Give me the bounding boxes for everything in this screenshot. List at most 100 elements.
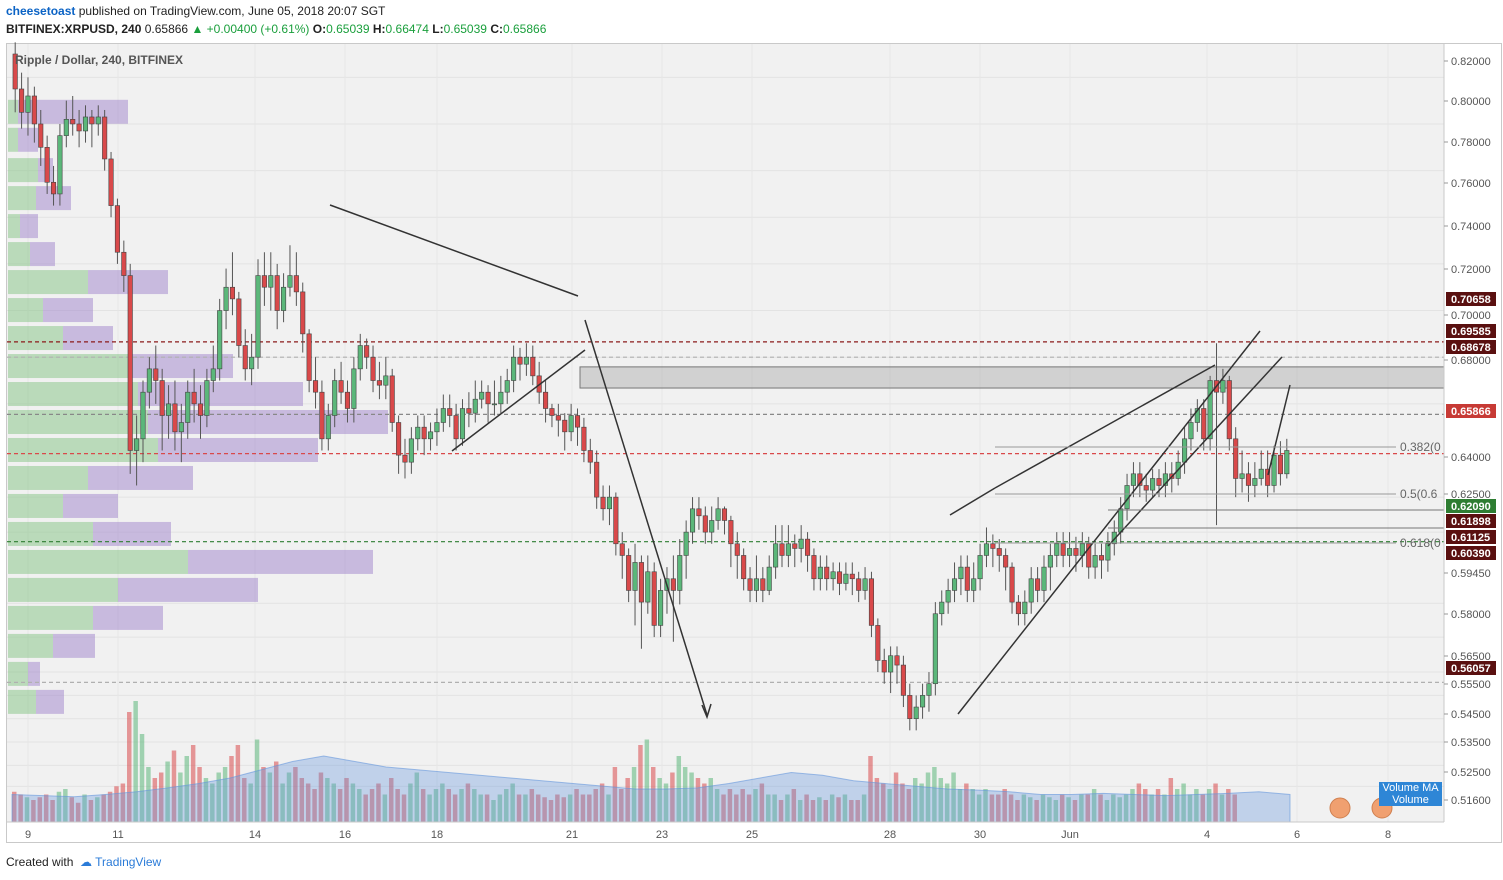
volume-bar — [350, 783, 356, 822]
candle-body — [888, 655, 894, 673]
price-tick-label: 0.68000 — [1451, 355, 1491, 367]
volume-bar — [881, 783, 886, 822]
volume-bar — [203, 778, 209, 822]
volume-bar — [766, 794, 771, 822]
candle-body — [1047, 555, 1053, 568]
candle-body — [523, 356, 529, 365]
volume-bar — [631, 767, 637, 822]
volume-bar — [925, 772, 931, 822]
candle-body — [210, 368, 216, 381]
candle-body — [217, 310, 223, 370]
candle-body — [613, 496, 619, 545]
trend-line — [1267, 384, 1291, 476]
volume-bar — [63, 789, 68, 822]
volume-profile-up — [8, 465, 88, 490]
candle-body — [338, 380, 344, 393]
chart-frame[interactable] — [6, 43, 1502, 843]
volume-bar — [184, 756, 190, 822]
author-name[interactable]: cheesetoast — [6, 4, 76, 18]
price-tick-label: 0.53500 — [1451, 737, 1491, 749]
volume-bar — [1040, 794, 1046, 822]
candle-body — [1156, 478, 1162, 486]
candle-body — [1284, 450, 1290, 475]
candle-body — [166, 403, 172, 416]
candle-body — [1098, 555, 1105, 561]
volume-profile-down — [93, 521, 171, 546]
price-tag-label: 0.69585 — [1451, 326, 1491, 338]
open-label: O: — [312, 22, 327, 36]
volume-bar — [43, 794, 49, 822]
volume-profile-down — [18, 127, 38, 152]
candle-body — [1035, 578, 1041, 591]
candle-body — [351, 368, 357, 409]
candle-body — [996, 548, 1002, 556]
volume-bar — [740, 789, 745, 822]
tradingview-brand[interactable]: TradingView — [95, 855, 162, 869]
candle-body — [274, 275, 280, 311]
candle-body — [159, 380, 165, 416]
volume-bar — [516, 794, 522, 822]
volume-bar — [414, 772, 420, 822]
time-tick-label: 16 — [339, 829, 351, 841]
volume-bar — [1034, 800, 1039, 822]
candle-body — [108, 158, 114, 206]
volume-bar — [369, 789, 375, 822]
volume-profile-up — [8, 410, 148, 435]
volume-bar — [849, 800, 854, 822]
candle-body — [760, 578, 766, 591]
time-tick-label: 30 — [974, 829, 986, 841]
candle-body — [945, 590, 951, 603]
volume-bar — [689, 772, 694, 822]
candle-body — [44, 146, 50, 183]
volume-bar — [1168, 778, 1174, 822]
candle-body — [1041, 566, 1047, 591]
time-tick-label: 8 — [1385, 829, 1391, 841]
candle-body — [146, 368, 152, 393]
candle-body — [798, 538, 804, 549]
volume-bar — [529, 789, 535, 822]
symbol-line: BITFINEX:XRPUSD, 240 0.65866 ▲ +0.00400 … — [6, 22, 546, 36]
candle-body — [862, 578, 868, 591]
volume-bar — [331, 783, 336, 822]
candle-body — [817, 566, 823, 580]
volume-profile-up — [8, 521, 93, 546]
volume-bar — [472, 789, 477, 822]
candle-body — [1003, 555, 1009, 568]
volume-bar — [293, 767, 298, 822]
candle-body — [466, 408, 472, 414]
price-tick-label: 0.51600 — [1451, 795, 1491, 807]
candle-body — [702, 515, 708, 533]
volume-bar — [452, 794, 458, 822]
volume-bar — [491, 800, 496, 822]
candle-body — [1111, 531, 1117, 545]
volume-profile-up — [8, 186, 36, 211]
event-flag-icon — [1329, 797, 1351, 819]
price-tag-label: 0.61898 — [1451, 516, 1491, 528]
candle-body — [1086, 543, 1092, 568]
volume-profile-up — [8, 99, 18, 124]
candle-body — [293, 275, 299, 293]
volume-ma-legend[interactable]: Volume MA Volume — [1379, 782, 1442, 806]
published-text: published on TradingView.com, June 05, 2… — [78, 4, 386, 18]
resistance-zone — [579, 366, 1445, 389]
volume-bar — [446, 789, 451, 822]
price-tag-label: 0.60390 — [1451, 548, 1491, 560]
volume-profile-down — [93, 605, 163, 630]
time-tick-label: Jun — [1061, 829, 1079, 841]
candle-body — [1271, 454, 1277, 486]
candle-body — [868, 578, 874, 626]
volume-profile-down — [20, 214, 38, 239]
volume-bar — [1174, 789, 1180, 822]
candle-body — [779, 543, 785, 556]
volume-bar — [254, 739, 260, 822]
candle-body — [619, 543, 625, 556]
volume-bar — [1206, 789, 1212, 822]
price-tick-label: 0.52500 — [1451, 767, 1491, 779]
candle-body — [1118, 508, 1124, 533]
volume-bar — [382, 794, 388, 822]
volume-bar — [1213, 783, 1218, 822]
trend-line — [957, 330, 1261, 715]
low-label: L: — [432, 22, 444, 36]
candle-body — [574, 415, 581, 428]
